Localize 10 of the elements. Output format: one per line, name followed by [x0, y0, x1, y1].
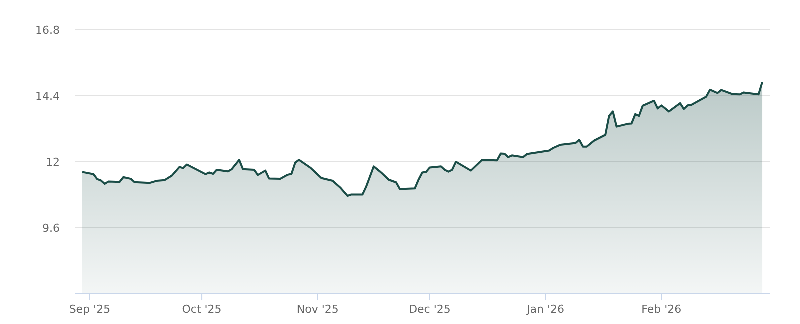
x-tick-label: Feb '26	[642, 303, 682, 316]
x-tick-label: Oct '25	[182, 303, 222, 316]
x-tick-label: Jan '26	[526, 303, 565, 316]
y-tick-label: 16.8	[36, 24, 60, 37]
y-tick-label: 14.4	[36, 90, 60, 103]
x-tick-label: Sep '25	[69, 303, 111, 316]
x-tick-label: Nov '25	[296, 303, 339, 316]
y-tick-label: 9.6	[42, 222, 60, 235]
y-tick-label: 12	[46, 156, 60, 169]
x-tick-label: Dec '25	[409, 303, 451, 316]
